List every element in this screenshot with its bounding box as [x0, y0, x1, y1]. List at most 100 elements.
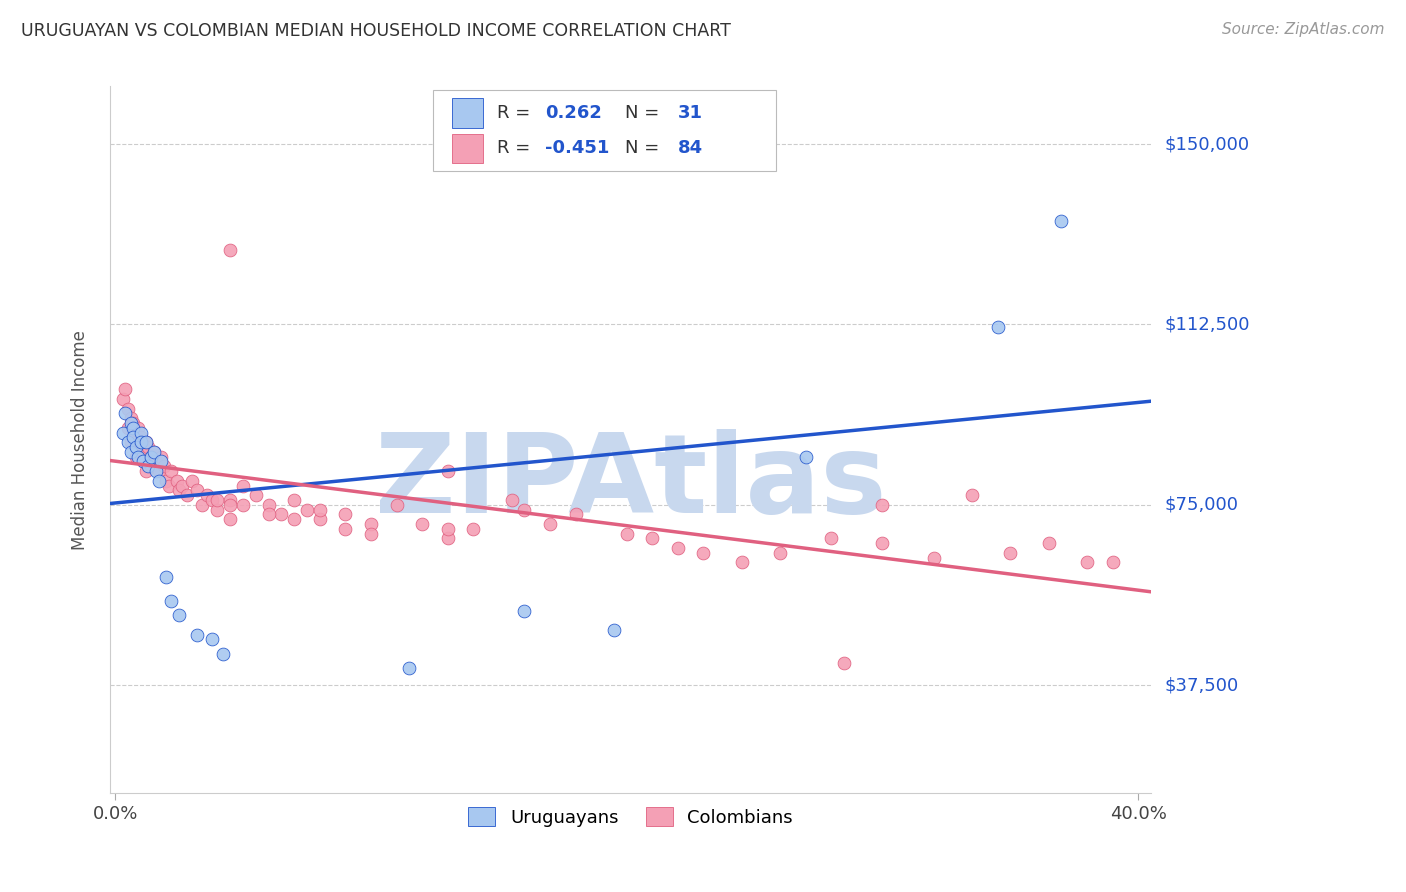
- Text: 31: 31: [678, 103, 703, 121]
- Text: URUGUAYAN VS COLOMBIAN MEDIAN HOUSEHOLD INCOME CORRELATION CHART: URUGUAYAN VS COLOMBIAN MEDIAN HOUSEHOLD …: [21, 22, 731, 40]
- Point: [219, 493, 242, 508]
- Point: [832, 657, 855, 671]
- Point: [232, 498, 254, 512]
- Point: [114, 406, 136, 420]
- Point: [139, 450, 162, 464]
- Point: [145, 454, 167, 468]
- Bar: [451, 134, 482, 163]
- Point: [1000, 546, 1022, 560]
- Text: ZIPAtlas: ZIPAtlas: [375, 429, 886, 536]
- Point: [794, 450, 817, 464]
- Point: [360, 516, 382, 531]
- Point: [207, 502, 229, 516]
- Point: [152, 459, 174, 474]
- Point: [191, 498, 214, 512]
- Point: [157, 478, 180, 492]
- Point: [308, 502, 330, 516]
- Point: [124, 435, 146, 450]
- Point: [120, 435, 142, 450]
- Point: [114, 382, 136, 396]
- Point: [138, 440, 160, 454]
- Point: [135, 464, 157, 478]
- Point: [398, 661, 420, 675]
- Point: [127, 450, 149, 464]
- Text: N =: N =: [626, 139, 665, 157]
- Point: [603, 623, 626, 637]
- Point: [145, 464, 167, 478]
- Point: [120, 416, 142, 430]
- Point: [111, 425, 134, 440]
- Text: Source: ZipAtlas.com: Source: ZipAtlas.com: [1222, 22, 1385, 37]
- Y-axis label: Median Household Income: Median Household Income: [72, 330, 89, 549]
- Point: [201, 493, 224, 508]
- Point: [167, 608, 190, 623]
- Point: [122, 425, 145, 440]
- Point: [219, 498, 242, 512]
- Point: [986, 319, 1008, 334]
- Point: [731, 556, 754, 570]
- Point: [132, 454, 155, 468]
- Point: [160, 464, 183, 478]
- Text: $75,000: $75,000: [1166, 496, 1239, 514]
- Point: [513, 604, 536, 618]
- Point: [186, 627, 208, 641]
- Point: [335, 522, 357, 536]
- Point: [155, 570, 177, 584]
- Point: [1076, 556, 1098, 570]
- Point: [411, 516, 433, 531]
- Point: [132, 445, 155, 459]
- Point: [436, 522, 458, 536]
- Point: [120, 445, 142, 459]
- Text: R =: R =: [498, 139, 536, 157]
- Point: [142, 445, 165, 459]
- Point: [139, 450, 162, 464]
- Legend: Uruguayans, Colombians: Uruguayans, Colombians: [461, 800, 800, 834]
- Point: [257, 498, 280, 512]
- Point: [120, 411, 142, 425]
- Point: [283, 493, 305, 508]
- Point: [129, 425, 152, 440]
- Point: [872, 536, 894, 550]
- Point: [160, 594, 183, 608]
- Point: [201, 632, 224, 647]
- Point: [257, 508, 280, 522]
- Point: [308, 512, 330, 526]
- Point: [360, 526, 382, 541]
- Point: [127, 421, 149, 435]
- Text: $150,000: $150,000: [1166, 135, 1250, 153]
- Text: $37,500: $37,500: [1166, 676, 1239, 694]
- Point: [124, 450, 146, 464]
- Point: [117, 401, 139, 416]
- Point: [122, 416, 145, 430]
- Text: N =: N =: [626, 103, 665, 121]
- Point: [769, 546, 792, 560]
- Point: [219, 512, 242, 526]
- Point: [138, 459, 160, 474]
- Text: $112,500: $112,500: [1166, 316, 1250, 334]
- Point: [538, 516, 561, 531]
- Point: [922, 550, 945, 565]
- Point: [1038, 536, 1060, 550]
- Point: [1050, 214, 1073, 228]
- Point: [167, 483, 190, 498]
- Point: [283, 512, 305, 526]
- Point: [124, 440, 146, 454]
- Point: [129, 435, 152, 450]
- Point: [122, 430, 145, 444]
- Point: [148, 464, 170, 478]
- Text: 0.262: 0.262: [546, 103, 602, 121]
- Bar: [451, 98, 482, 128]
- Point: [463, 522, 485, 536]
- Point: [135, 435, 157, 450]
- Point: [641, 532, 664, 546]
- Point: [692, 546, 714, 560]
- Point: [132, 454, 155, 468]
- Point: [129, 440, 152, 454]
- Point: [139, 459, 162, 474]
- FancyBboxPatch shape: [433, 90, 776, 171]
- Point: [616, 526, 638, 541]
- Point: [513, 502, 536, 516]
- Point: [1101, 556, 1123, 570]
- Point: [820, 532, 842, 546]
- Point: [245, 488, 267, 502]
